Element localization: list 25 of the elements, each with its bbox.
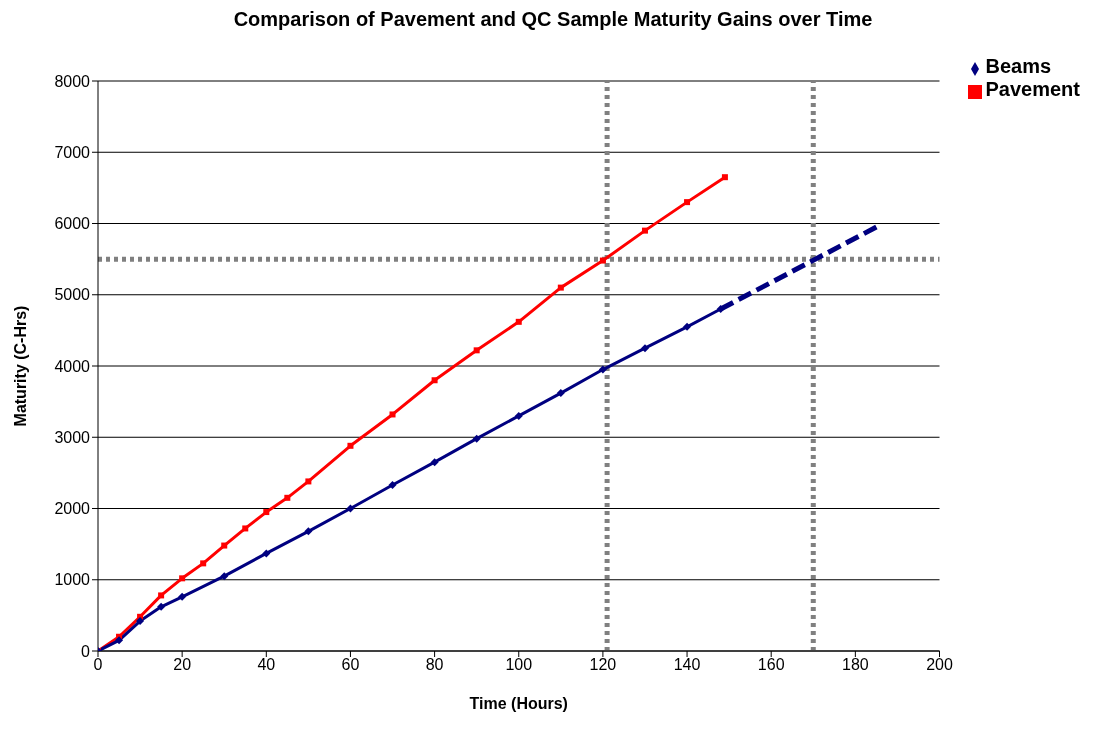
x-tick-label: 20 bbox=[173, 656, 192, 674]
x-tick-label: 160 bbox=[757, 656, 785, 674]
y-tick-label: 3000 bbox=[54, 428, 91, 446]
x-tick-label: 100 bbox=[505, 656, 533, 674]
y-tick-label: 5000 bbox=[54, 286, 91, 304]
chart-title: Comparison of Pavement and QC Sample Maturity Gains over Time bbox=[232, 8, 874, 31]
legend-label: Pavement bbox=[985, 78, 1080, 100]
y-axis-title: Maturity (C-Hrs) bbox=[11, 305, 29, 427]
y-tick-label: 0 bbox=[81, 642, 91, 660]
x-tick-label: 40 bbox=[257, 656, 276, 674]
y-tick-label: 7000 bbox=[54, 143, 91, 161]
y-tick-label: 2000 bbox=[54, 500, 91, 518]
x-tick-label: 200 bbox=[926, 656, 953, 674]
x-axis-title: Time (Hours) bbox=[469, 695, 568, 712]
y-tick-label: 4000 bbox=[54, 357, 91, 375]
x-tick-label: 80 bbox=[425, 656, 444, 674]
x-tick-label: 140 bbox=[673, 656, 701, 674]
y-tick-label: 8000 bbox=[54, 72, 91, 90]
y-tick-label: 6000 bbox=[54, 215, 91, 233]
x-tick-label: 60 bbox=[341, 656, 360, 674]
legend-label: Beams bbox=[985, 55, 1052, 77]
x-tick-label: 180 bbox=[842, 656, 869, 674]
x-tick-label: 120 bbox=[589, 656, 617, 674]
x-tick-label: 0 bbox=[93, 656, 103, 674]
y-tick-label: 1000 bbox=[54, 571, 91, 589]
